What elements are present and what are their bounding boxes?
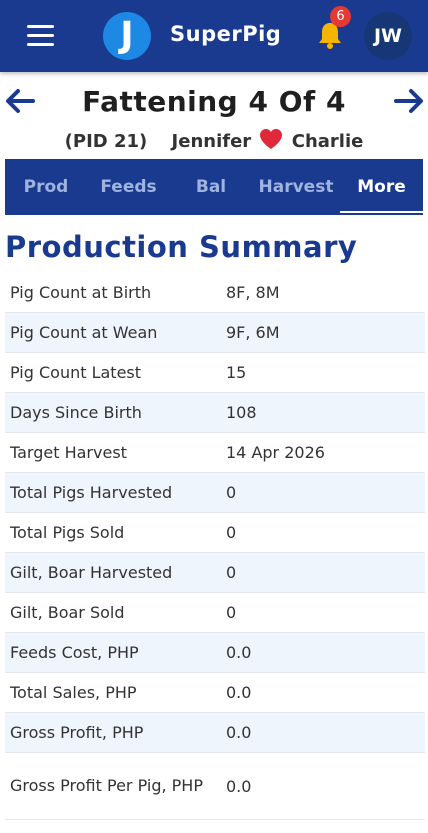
row-value: 15: [221, 352, 425, 393]
row-label: Pig Count at Birth: [5, 273, 221, 313]
row-value: 14 Apr 2026: [221, 432, 425, 473]
table-row: Target Harvest 14 Apr 2026: [5, 432, 425, 473]
row-label: Total Pigs Harvested: [5, 472, 221, 513]
table-row: Gross Profit Per Pig, PHP 0.0: [5, 752, 425, 820]
row-value: 8F, 8M: [221, 273, 425, 313]
heart-icon: [260, 129, 283, 149]
row-value: 0: [221, 592, 425, 633]
row-label: Gilt, Boar Sold: [5, 592, 221, 633]
row-label: Gilt, Boar Harvested: [5, 552, 221, 593]
section-title: Production Summary: [5, 230, 358, 264]
arrow-right-icon[interactable]: [392, 84, 426, 118]
app-header: J SuperPig 6 JW: [0, 0, 428, 72]
table-row: Gilt, Boar Sold 0: [5, 592, 425, 633]
row-label: Gross Profit, PHP: [5, 712, 221, 753]
user-avatar[interactable]: JW: [364, 12, 412, 60]
row-value: 108: [221, 392, 425, 433]
row-label: Pig Count at Wean: [5, 312, 221, 353]
row-label: Total Pigs Sold: [5, 512, 221, 553]
production-summary-table: Pig Count at Birth 8F, 8M Pig Count at W…: [5, 273, 425, 820]
tab-bal[interactable]: Bal: [195, 177, 227, 197]
row-value: 0.0: [221, 712, 425, 753]
parent-info: (PID 21) Jennifer Charlie: [0, 128, 428, 156]
row-value: 9F, 6M: [221, 312, 425, 353]
hamburger-menu-icon[interactable]: [27, 23, 55, 49]
row-value: 0: [221, 512, 425, 553]
tab-prod[interactable]: Prod: [23, 177, 69, 197]
table-row: Pig Count at Birth 8F, 8M: [5, 273, 425, 313]
row-value: 0.0: [221, 632, 425, 673]
row-label: Total Sales, PHP: [5, 672, 221, 713]
table-row: Pig Count at Wean 9F, 6M: [5, 312, 425, 353]
tab-harvest[interactable]: Harvest: [258, 177, 334, 197]
row-label: Target Harvest: [5, 432, 221, 473]
title-row: Fattening 4 Of 4: [0, 72, 428, 128]
app-logo[interactable]: J: [103, 12, 151, 60]
row-value: 0: [221, 552, 425, 593]
table-row: Pig Count Latest 15: [5, 352, 425, 393]
app-title: SuperPig: [170, 22, 282, 46]
row-label: Days Since Birth: [5, 392, 221, 433]
table-row: Gross Profit, PHP 0.0: [5, 712, 425, 753]
page-title: Fattening 4 Of 4: [82, 85, 346, 118]
table-row: Feeds Cost, PHP 0.0: [5, 632, 425, 673]
table-row: Days Since Birth 108: [5, 392, 425, 433]
table-row: Total Pigs Sold 0: [5, 512, 425, 553]
row-value: 0: [221, 472, 425, 513]
table-row: Total Pigs Harvested 0: [5, 472, 425, 513]
pid-label: (PID 21): [64, 131, 148, 152]
row-label: Gross Profit Per Pig, PHP: [5, 752, 221, 820]
tab-feeds[interactable]: Feeds: [100, 177, 157, 197]
tab-bar: Prod Feeds Bal Harvest More: [5, 159, 423, 215]
tab-more[interactable]: More: [340, 159, 423, 215]
sow-name: Jennifer: [171, 131, 252, 152]
bell-icon[interactable]: [316, 20, 344, 50]
row-value: 0.0: [221, 752, 425, 820]
row-value: 0.0: [221, 672, 425, 713]
arrow-left-icon[interactable]: [3, 84, 37, 118]
table-row: Total Sales, PHP 0.0: [5, 672, 425, 713]
row-label: Feeds Cost, PHP: [5, 632, 221, 673]
table-row: Gilt, Boar Harvested 0: [5, 552, 425, 593]
boar-name: Charlie: [291, 131, 364, 152]
notification-count-badge: 6: [330, 6, 351, 27]
row-label: Pig Count Latest: [5, 352, 221, 393]
